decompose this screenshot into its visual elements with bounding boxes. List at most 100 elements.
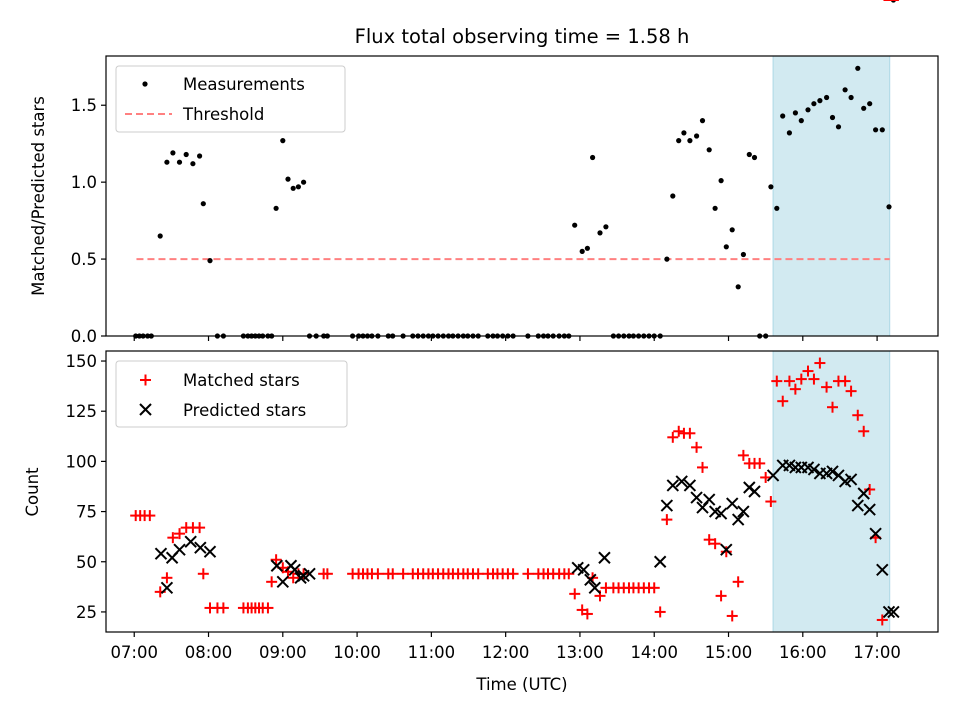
matched-star-point xyxy=(197,568,209,580)
measurement-point xyxy=(774,205,780,211)
predicted-star-point xyxy=(203,545,217,558)
predicted-star-point xyxy=(660,499,674,512)
predicted-star-point xyxy=(675,475,688,488)
top-y-tick-label: 1.5 xyxy=(71,96,97,115)
measurement-point xyxy=(805,107,811,113)
measurement-point xyxy=(681,130,687,136)
x-tick-label: 17:00 xyxy=(853,643,901,662)
measurement-point xyxy=(200,201,206,207)
top-legend: Measurements Threshold xyxy=(115,65,346,133)
measurement-point xyxy=(670,193,676,199)
legend-matched-label: Matched stars xyxy=(183,371,300,390)
measurement-point xyxy=(590,154,596,161)
matched-star-point xyxy=(372,568,384,580)
measurement-point xyxy=(295,184,301,190)
x-tick-label: 11:00 xyxy=(408,643,456,662)
matched-star-point xyxy=(754,457,766,469)
matched-star-point xyxy=(765,496,777,508)
predicted-star-point xyxy=(857,487,870,500)
measurement-point xyxy=(824,94,830,101)
predicted-star-point xyxy=(807,463,821,476)
predicted-star-point xyxy=(303,567,316,580)
matched-star-point xyxy=(522,568,534,580)
measurement-point xyxy=(811,101,817,107)
matched-star-point xyxy=(387,568,399,580)
predicted-star-point xyxy=(584,573,597,587)
measurement-point xyxy=(718,178,724,184)
predicted-star-point xyxy=(154,547,168,560)
legend-threshold-label: Threshold xyxy=(182,105,264,124)
matched-star-point xyxy=(697,461,709,473)
measurement-point xyxy=(157,233,163,239)
bottom-y-tick-label: 50 xyxy=(76,553,97,572)
top-highlight-band xyxy=(772,55,891,337)
predicted-star-point xyxy=(160,581,174,595)
bottom-legend: Matched stars Predicted stars xyxy=(115,360,348,428)
matched-star-point xyxy=(581,608,593,620)
predicted-star-point xyxy=(173,543,186,556)
bottom-panel: 07:00 08:00 09:00 10:00 11:00 12:00 13:00 14:00… xyxy=(66,0,939,662)
predicted-star-point xyxy=(720,543,733,556)
measurement-point xyxy=(817,98,823,104)
matched-star-point xyxy=(839,375,851,387)
measurement-point xyxy=(183,151,189,158)
matched-star-point xyxy=(266,576,278,588)
x-tick-label: 10:00 xyxy=(333,643,381,662)
matched-star-point xyxy=(821,381,833,393)
x-tick-label: 16:00 xyxy=(779,643,827,662)
measurement-point xyxy=(190,161,196,167)
measurement-point xyxy=(829,114,836,121)
matched-star-point xyxy=(709,538,721,550)
matched-star-point xyxy=(720,546,732,558)
predicted-star-point xyxy=(737,505,750,518)
measurement-point xyxy=(164,159,170,165)
bottom-axis-ticks: 07:00 08:00 09:00 10:00 11:00 12:00 13:00 14:00… xyxy=(66,352,901,662)
matched-star-point xyxy=(737,449,749,461)
predicted-star-point xyxy=(577,563,590,576)
matched-star-point xyxy=(569,588,581,600)
measurement-point xyxy=(746,151,752,158)
matched-star-point xyxy=(270,554,282,566)
matched-star-point xyxy=(789,383,801,395)
x-tick-label: 08:00 xyxy=(185,643,233,662)
predicted-star-point xyxy=(876,563,889,576)
measurement-point xyxy=(687,138,693,144)
predicted-star-point xyxy=(882,605,896,619)
predicted-star-point xyxy=(194,541,207,554)
matched-star-point xyxy=(661,514,673,526)
measurement-point xyxy=(290,185,296,191)
matched-star-point xyxy=(194,522,206,534)
predicted-star-point xyxy=(666,479,680,492)
bottom-y-tick-label: 75 xyxy=(76,503,97,522)
matched-star-point xyxy=(876,614,888,626)
x-tick-label: 13:00 xyxy=(556,643,604,662)
matched-star-point xyxy=(161,572,173,584)
top-y-tick-label: 1.0 xyxy=(71,173,97,192)
measurement-point xyxy=(676,138,682,144)
matched-star-point xyxy=(858,425,870,437)
measurement-point xyxy=(273,205,279,211)
predicted-star-point xyxy=(844,473,858,486)
measurement-point xyxy=(735,284,741,290)
matched-star-point xyxy=(167,532,179,544)
predicted-star-point xyxy=(690,491,703,504)
matched-star-point xyxy=(864,483,876,495)
matched-star-point xyxy=(667,431,679,443)
measurement-point xyxy=(848,94,854,101)
matched-star-point xyxy=(845,385,857,397)
predicted-star-point xyxy=(184,535,197,548)
x-tick-label: 07:00 xyxy=(110,643,158,662)
matched-star-point xyxy=(563,568,575,580)
predicted-star-point xyxy=(731,513,745,526)
legend-predicted-label: Predicted stars xyxy=(183,401,306,420)
predicted-star-point xyxy=(276,575,290,589)
predicted-star-point xyxy=(588,581,602,595)
measurement-point xyxy=(879,127,885,133)
matched-star-point xyxy=(673,425,685,437)
measurement-point xyxy=(603,224,609,230)
bottom-highlight-band xyxy=(772,350,891,633)
legend-predicted-marker xyxy=(139,403,152,416)
measurement-point xyxy=(207,258,213,264)
measurement-point xyxy=(285,176,291,182)
